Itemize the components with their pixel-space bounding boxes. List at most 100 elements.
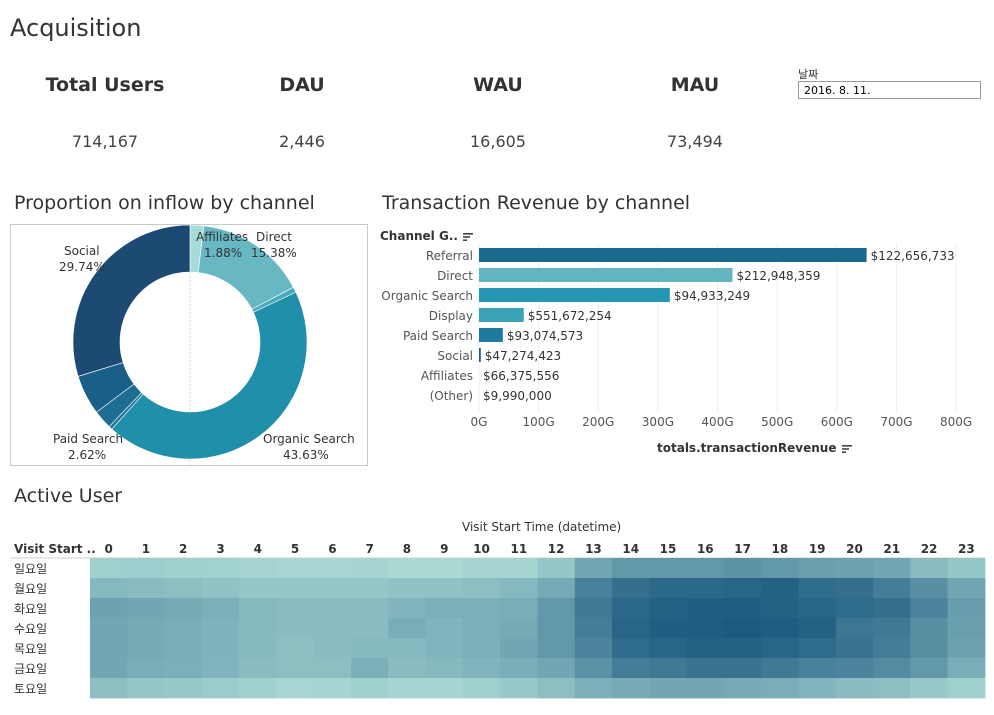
heatmap-cell[interactable]: [313, 598, 352, 619]
heatmap-cell[interactable]: [537, 678, 576, 699]
heatmap-cell[interactable]: [537, 578, 576, 599]
heatmap-cell[interactable]: [910, 638, 949, 659]
heatmap-cell[interactable]: [164, 558, 203, 579]
heatmap-cell[interactable]: [462, 678, 501, 699]
heatmap-cell[interactable]: [351, 578, 389, 599]
heatmap-cell[interactable]: [686, 618, 725, 639]
heatmap-cell[interactable]: [574, 558, 613, 579]
heatmap-cell[interactable]: [351, 618, 389, 639]
heatmap-cell[interactable]: [761, 618, 799, 639]
heatmap-cell[interactable]: [574, 638, 613, 659]
heatmap-cell[interactable]: [462, 658, 501, 679]
heatmap-cell[interactable]: [537, 558, 576, 579]
heatmap-cell[interactable]: [201, 558, 240, 579]
heatmap-cell[interactable]: [425, 638, 464, 659]
date-filter-input[interactable]: [798, 81, 981, 99]
heatmap-cell[interactable]: [239, 638, 277, 659]
heatmap-cell[interactable]: [388, 658, 427, 679]
heatmap-cell[interactable]: [574, 578, 613, 599]
heatmap-cell[interactable]: [201, 598, 240, 619]
heatmap-cell[interactable]: [574, 618, 613, 639]
heatmap-cell[interactable]: [798, 658, 837, 679]
heatmap-cell[interactable]: [947, 638, 986, 659]
heatmap-cell[interactable]: [649, 638, 688, 659]
heatmap-cell[interactable]: [612, 598, 650, 619]
heatmap-cell[interactable]: [201, 618, 240, 639]
heatmap-cell[interactable]: [761, 598, 799, 619]
donut-slice-organic-search[interactable]: [111, 291, 308, 460]
heatmap-cell[interactable]: [425, 618, 464, 639]
heatmap-cell[interactable]: [761, 678, 799, 699]
heatmap-cell[interactable]: [537, 638, 576, 659]
heatmap-cell[interactable]: [164, 638, 203, 659]
heatmap-cell[interactable]: [500, 578, 538, 599]
heatmap-cell[interactable]: [313, 558, 352, 579]
heatmap-cell[interactable]: [90, 638, 128, 659]
heatmap-cell[interactable]: [90, 658, 128, 679]
heatmap-cell[interactable]: [947, 678, 986, 699]
heatmap-cell[interactable]: [351, 678, 389, 699]
heatmap-cell[interactable]: [686, 638, 725, 659]
heatmap-cell[interactable]: [574, 598, 613, 619]
heatmap-cell[interactable]: [723, 598, 762, 619]
heatmap-cell[interactable]: [798, 638, 837, 659]
heatmap-cell[interactable]: [90, 678, 128, 699]
heatmap-cell[interactable]: [723, 638, 762, 659]
heatmap-cell[interactable]: [276, 578, 315, 599]
heatmap-cell[interactable]: [910, 678, 949, 699]
heatmap-cell[interactable]: [276, 618, 315, 639]
heatmap-cell[interactable]: [239, 558, 277, 579]
heatmap-cell[interactable]: [462, 598, 501, 619]
heatmap-cell[interactable]: [910, 658, 949, 679]
heatmap-cell[interactable]: [649, 658, 688, 679]
heatmap-cell[interactable]: [276, 558, 315, 579]
donut-slice-social[interactable]: [72, 224, 191, 377]
heatmap-cell[interactable]: [388, 618, 427, 639]
heatmap-cell[interactable]: [425, 678, 464, 699]
bar-social[interactable]: [479, 348, 481, 362]
heatmap-cell[interactable]: [798, 618, 837, 639]
heatmap-cell[interactable]: [649, 598, 688, 619]
heatmap-cell[interactable]: [873, 598, 911, 619]
heatmap-cell[interactable]: [90, 598, 128, 619]
heatmap-cell[interactable]: [462, 618, 501, 639]
bar-display[interactable]: [479, 308, 524, 322]
heatmap-cell[interactable]: [723, 618, 762, 639]
bar-direct[interactable]: [479, 268, 733, 282]
heatmap-cell[interactable]: [90, 618, 128, 639]
heatmap-cell[interactable]: [649, 578, 688, 599]
heatmap-cell[interactable]: [686, 658, 725, 679]
heatmap-cell[interactable]: [537, 658, 576, 679]
heatmap-cell[interactable]: [612, 618, 650, 639]
heatmap-cell[interactable]: [90, 558, 128, 579]
heatmap-cell[interactable]: [388, 578, 427, 599]
heatmap-cell[interactable]: [239, 658, 277, 679]
heatmap-cell[interactable]: [388, 598, 427, 619]
heatmap-cell[interactable]: [910, 618, 949, 639]
heatmap-cell[interactable]: [239, 678, 277, 699]
heatmap-cell[interactable]: [649, 558, 688, 579]
heatmap-cell[interactable]: [500, 638, 538, 659]
heatmap-cell[interactable]: [127, 678, 165, 699]
heatmap-cell[interactable]: [835, 638, 874, 659]
heatmap-cell[interactable]: [910, 598, 949, 619]
heatmap-cell[interactable]: [761, 578, 799, 599]
heatmap-cell[interactable]: [835, 558, 874, 579]
heatmap-cell[interactable]: [910, 558, 949, 579]
heatmap-cell[interactable]: [90, 578, 128, 599]
heatmap-cell[interactable]: [798, 578, 837, 599]
heatmap-cell[interactable]: [612, 678, 650, 699]
heatmap-cell[interactable]: [201, 638, 240, 659]
heatmap-cell[interactable]: [798, 558, 837, 579]
heatmap-cell[interactable]: [612, 638, 650, 659]
heatmap-cell[interactable]: [276, 598, 315, 619]
heatmap-cell[interactable]: [537, 618, 576, 639]
heatmap-cell[interactable]: [947, 558, 986, 579]
heatmap-cell[interactable]: [873, 678, 911, 699]
heatmap-cell[interactable]: [612, 558, 650, 579]
heatmap-cell[interactable]: [761, 558, 799, 579]
heatmap-cell[interactable]: [500, 558, 538, 579]
heatmap-cell[interactable]: [313, 678, 352, 699]
heatmap-cell[interactable]: [723, 578, 762, 599]
heatmap-cell[interactable]: [947, 658, 986, 679]
